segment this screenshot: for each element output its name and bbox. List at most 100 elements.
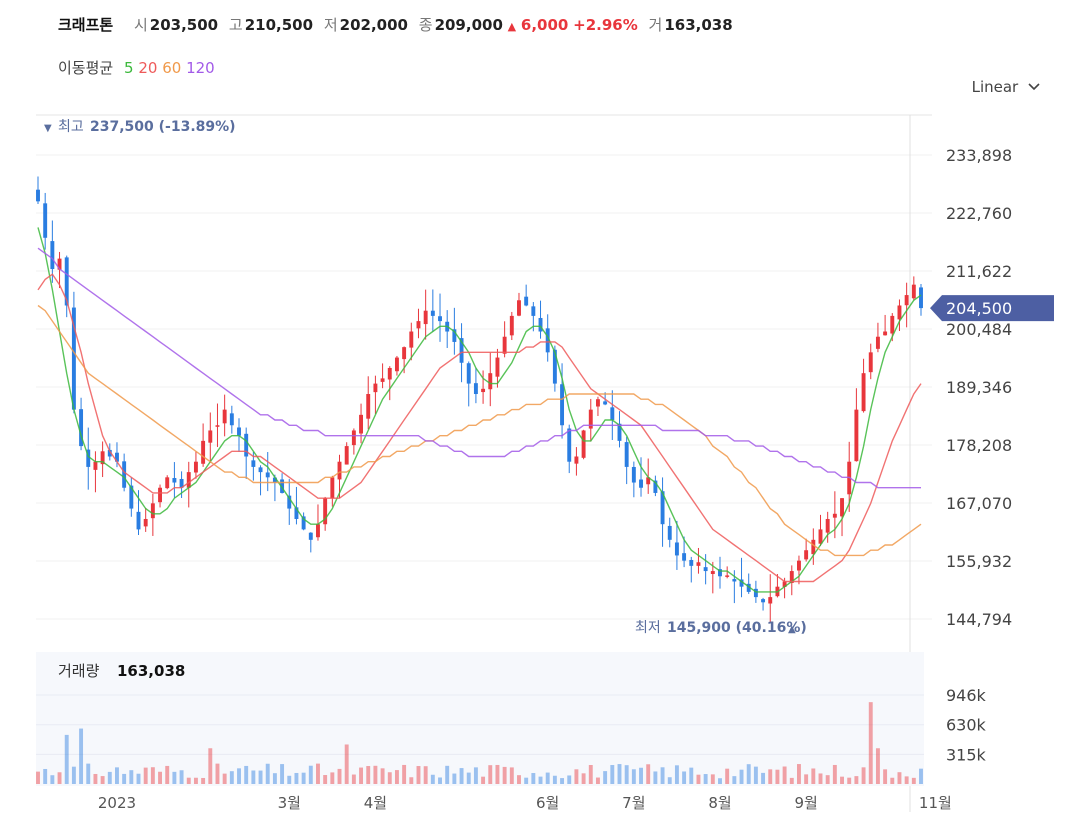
open-value: 203,500 xyxy=(149,16,219,34)
volume-bar xyxy=(265,763,270,784)
price-tick-label: 233,898 xyxy=(946,146,1012,165)
candle-body xyxy=(560,384,565,426)
candle-body xyxy=(143,518,148,527)
candle-body xyxy=(64,257,69,306)
volume-bar xyxy=(387,772,392,784)
volume-title: 거래량 163,038 xyxy=(58,662,185,680)
volume-bar xyxy=(682,771,687,784)
ma-lines xyxy=(37,227,922,593)
high-annotation-arrow-icon: ▼ xyxy=(44,123,52,134)
volume-bar xyxy=(64,734,69,784)
candle-body xyxy=(43,203,48,238)
time-tick-label: 8월 xyxy=(708,794,731,812)
volume-bar xyxy=(811,768,816,784)
candle-body xyxy=(129,485,134,509)
volume-bar xyxy=(43,768,48,784)
low-annotation: 최저 145,900 (40.16%) ▲ xyxy=(635,620,807,636)
price-tick-label: 189,346 xyxy=(946,378,1012,397)
volume-bar xyxy=(416,766,421,784)
time-tick-label: 7월 xyxy=(622,794,645,812)
volume-bar xyxy=(445,765,450,784)
volume-bar xyxy=(818,773,823,784)
volume-bar xyxy=(854,776,859,784)
volume-bar xyxy=(107,771,112,784)
time-tick-label: 3월 xyxy=(278,794,301,812)
volume-bar xyxy=(710,774,715,784)
candle-body xyxy=(653,480,658,493)
volume-bar xyxy=(423,766,428,784)
low-annotation-label: 최저 xyxy=(635,620,661,636)
ma-20-label[interactable]: 20 xyxy=(138,59,158,77)
candle-body xyxy=(832,513,837,518)
candle-body xyxy=(337,461,342,480)
candle-body xyxy=(423,310,428,325)
candle-body xyxy=(93,461,98,470)
scale-selector[interactable]: Linear xyxy=(972,78,1040,96)
candle-body xyxy=(552,349,557,384)
candle-body xyxy=(215,425,220,427)
volume-bar xyxy=(115,767,119,784)
volume-tick-label: 315k xyxy=(946,745,987,764)
volume-bar xyxy=(639,767,643,784)
volume-bar xyxy=(646,764,651,784)
candle-body xyxy=(473,383,478,395)
volume-bar xyxy=(272,773,277,784)
candle-body xyxy=(875,336,880,349)
volume-bar xyxy=(653,771,658,784)
volume-bar xyxy=(136,773,141,784)
candle-body xyxy=(466,363,471,384)
ma-120-label[interactable]: 120 xyxy=(186,59,215,77)
candle-body xyxy=(330,477,335,499)
volume-bar xyxy=(359,767,364,784)
volume-bar xyxy=(394,770,399,784)
volume-bar xyxy=(172,771,177,784)
close-value: 209,000 xyxy=(434,16,503,34)
volume-bar xyxy=(768,769,773,784)
volume-bar xyxy=(459,768,464,784)
candle-body xyxy=(351,430,356,446)
candle-body xyxy=(631,466,636,483)
candle-body xyxy=(459,338,464,363)
candle-body xyxy=(588,409,593,429)
candle-body xyxy=(703,567,708,572)
candle-body xyxy=(746,583,751,592)
candle-body xyxy=(595,399,600,407)
candle-body xyxy=(172,478,177,483)
candle-body xyxy=(481,388,486,393)
candle-body xyxy=(280,479,285,493)
candle-body xyxy=(624,442,629,467)
high-annotation-label: 최고 xyxy=(58,119,84,135)
volume-bar xyxy=(201,777,206,784)
candle-body xyxy=(739,579,744,587)
ma-5-label[interactable]: 5 xyxy=(123,59,134,77)
volume-bar xyxy=(703,774,708,784)
volume-title-value: 163,038 xyxy=(117,662,185,680)
time-tick-label: 11월 xyxy=(919,794,952,812)
candle-body xyxy=(402,347,407,360)
candle-body xyxy=(517,300,521,316)
volume-bar xyxy=(667,777,672,784)
volume-bar xyxy=(409,777,414,784)
candle-body xyxy=(79,409,84,447)
candle-body xyxy=(107,449,112,457)
candle-body xyxy=(768,597,773,604)
ma20-line xyxy=(37,273,922,583)
volume-bar xyxy=(524,777,529,784)
volume-bar xyxy=(215,763,220,784)
ma-60-label[interactable]: 60 xyxy=(162,59,182,77)
candle-body xyxy=(682,553,687,561)
volume-bar xyxy=(804,774,809,784)
candle-body xyxy=(639,479,643,488)
volume-bar xyxy=(761,772,766,784)
volume-bar xyxy=(517,775,521,784)
candle-body xyxy=(883,331,888,336)
volume-bar xyxy=(840,776,844,784)
volume-bar xyxy=(57,772,62,784)
volume-bar xyxy=(588,764,593,784)
price-tick-label: 155,932 xyxy=(946,552,1012,571)
candle-body xyxy=(797,560,801,571)
volume-bar xyxy=(466,772,471,784)
volume-bar xyxy=(287,775,292,784)
volume-bar xyxy=(495,764,500,784)
